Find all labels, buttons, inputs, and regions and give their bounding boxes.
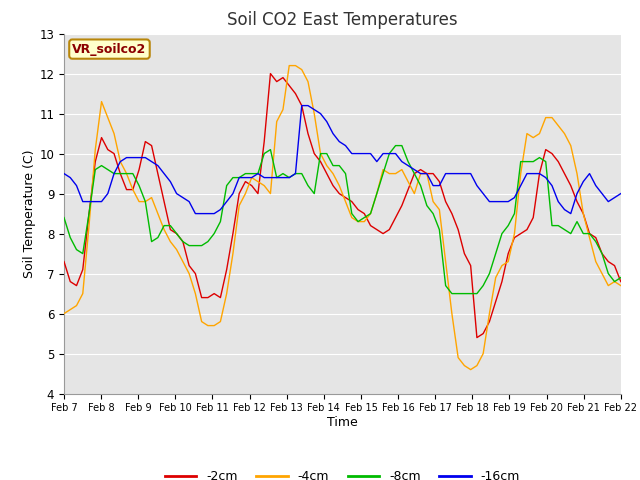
Text: VR_soilco2: VR_soilco2 — [72, 43, 147, 56]
Legend: -2cm, -4cm, -8cm, -16cm: -2cm, -4cm, -8cm, -16cm — [160, 465, 525, 480]
Title: Soil CO2 East Temperatures: Soil CO2 East Temperatures — [227, 11, 458, 29]
X-axis label: Time: Time — [327, 416, 358, 429]
Y-axis label: Soil Temperature (C): Soil Temperature (C) — [24, 149, 36, 278]
